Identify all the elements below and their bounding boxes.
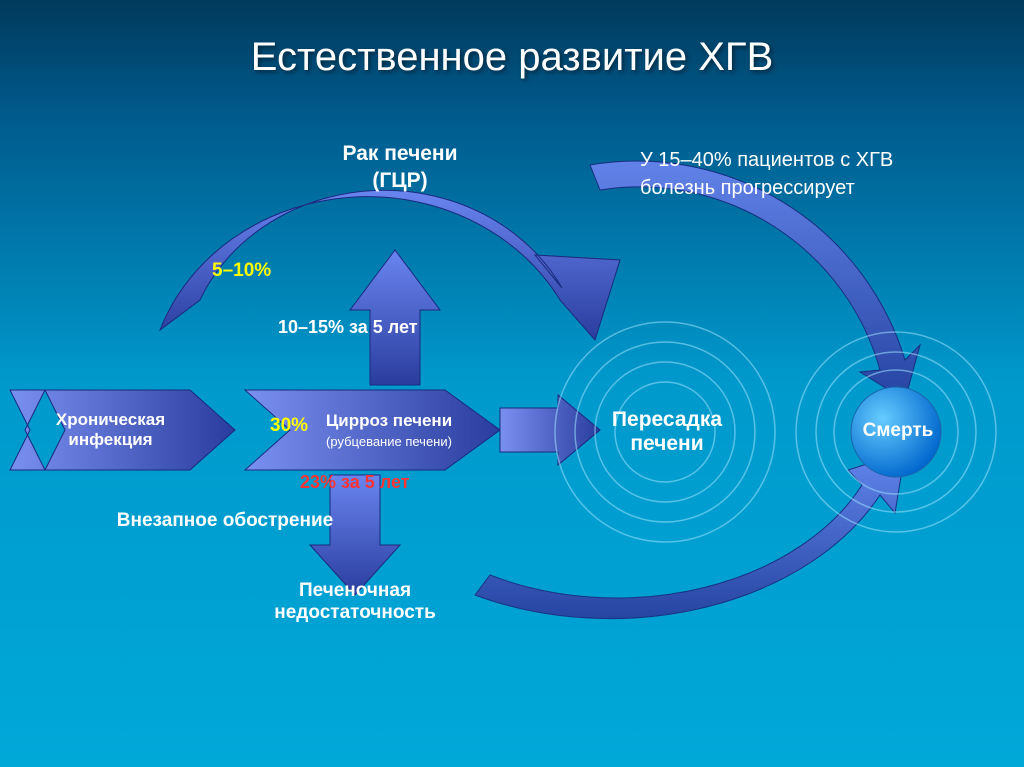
arc-arrow-failure-to-death [475,452,905,619]
node-death: Смерть [848,420,948,442]
note-text: У 15–40% пациентов с ХГВ болезнь прогрес… [640,146,960,202]
diagram-canvas [0,0,1024,767]
pct-5-10: 5–10% [212,260,271,282]
node-exacerbation: Внезапное обострение [85,510,365,532]
node-transplant: Пересадка печени [582,408,752,456]
node-failure: Печеночная недостаточность [255,580,455,624]
cirrhosis-label: Цирроз печени [326,411,452,431]
arrow-cirrhosis-to-failure [310,475,400,595]
cirrhosis-sublabel: (рубцевание печени) [326,434,452,449]
pct-30: 30% [270,415,308,437]
node-cancer: Рак печени (ГЦР) [320,140,480,195]
pct-10-15: 10–15% за 5 лет [278,317,418,338]
node-chronic: Хроническая инфекция [18,390,203,470]
pct-23: 23% за 5 лет [300,472,410,493]
slide-title: Естественное развитие ХГВ [0,35,1024,80]
